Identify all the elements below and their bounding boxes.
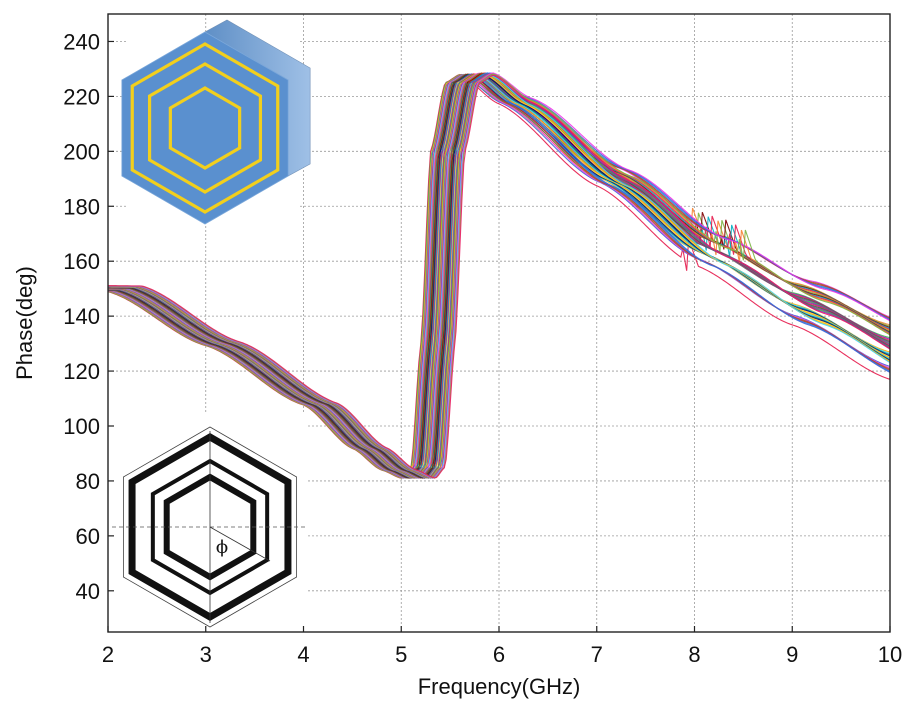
y-axis-ticks: 40 60 80 100 120 140 160 180 200 220 240	[63, 29, 114, 604]
y-tick-label: 160	[63, 249, 100, 274]
y-tick-label: 100	[63, 414, 100, 439]
metal-ring	[168, 86, 242, 170]
y-axis-title: Phase(deg)	[12, 266, 37, 380]
metal-ring	[147, 62, 263, 194]
y-tick-label: 240	[63, 29, 100, 54]
metal-ring	[130, 42, 280, 214]
unit-cell-face	[121, 31, 289, 225]
y-tick-label: 220	[63, 84, 100, 109]
y-tick-label: 40	[76, 579, 100, 604]
unit-cell-top-view-inset	[112, 414, 308, 628]
x-tick-label: 4	[297, 642, 309, 667]
phase-curves	[108, 72, 890, 479]
x-tick-label: 8	[688, 642, 700, 667]
y-tick-label: 200	[63, 139, 100, 164]
phase-curve	[108, 74, 890, 479]
x-tick-label: 3	[200, 642, 212, 667]
x-tick-label: 2	[102, 642, 114, 667]
x-tick-label: 7	[591, 642, 603, 667]
y-tick-label: 180	[63, 194, 100, 219]
grid-lines	[108, 14, 890, 632]
phi-symbol: ϕ	[216, 537, 228, 558]
x-axis-title: Frequency(GHz)	[418, 674, 581, 699]
x-tick-label: 5	[395, 642, 407, 667]
y-tick-label: 140	[63, 304, 100, 329]
angle-line	[209, 526, 271, 562]
x-tick-label: 9	[786, 642, 798, 667]
y-tick-label: 80	[76, 469, 100, 494]
y-tick-label: 120	[63, 359, 100, 384]
x-axis-ticks: 2 3 4 5 6 7 8 9 10	[102, 626, 902, 667]
x-tick-label: 6	[493, 642, 505, 667]
y-tick-label: 60	[76, 524, 100, 549]
unit-cell-3d-inset	[121, 19, 311, 226]
x-tick-label: 10	[878, 642, 902, 667]
